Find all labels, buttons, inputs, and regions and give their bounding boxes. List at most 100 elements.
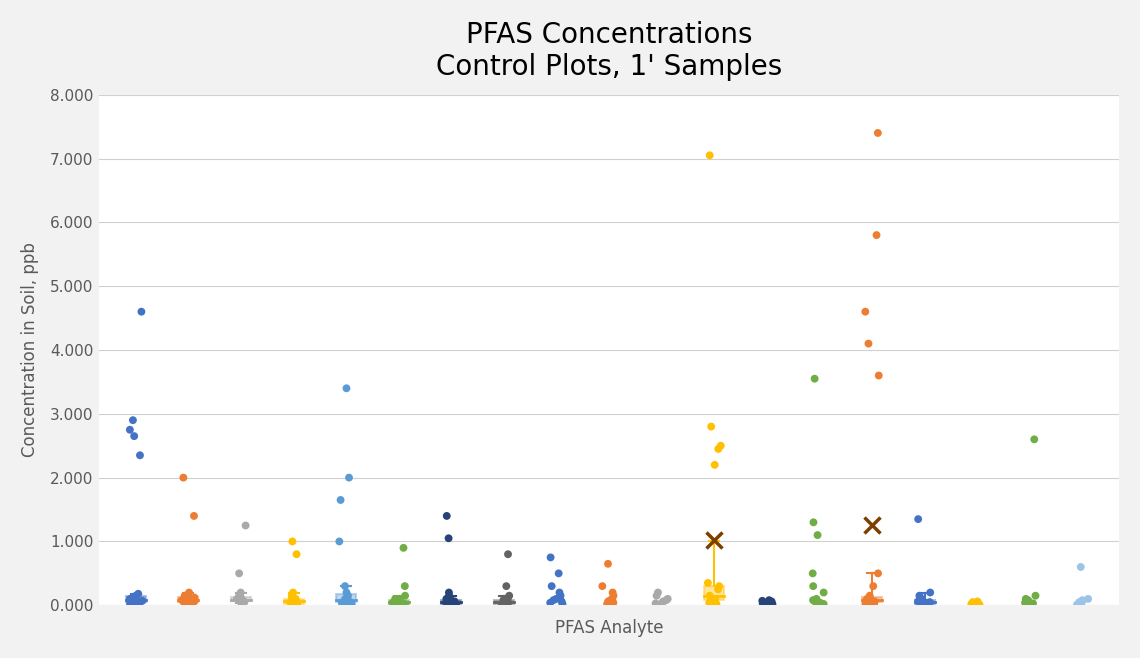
Point xyxy=(343,599,361,609)
Point xyxy=(133,595,152,606)
Point xyxy=(911,590,929,601)
Bar xyxy=(336,594,356,602)
Point xyxy=(392,599,410,610)
Point xyxy=(701,150,719,161)
Point xyxy=(1080,594,1098,604)
Point xyxy=(383,597,401,608)
Bar xyxy=(125,595,146,602)
Point xyxy=(230,590,249,601)
Point xyxy=(392,598,410,609)
Point xyxy=(808,530,826,540)
Point xyxy=(804,568,822,578)
Point xyxy=(917,597,935,608)
Point xyxy=(653,597,671,608)
Point xyxy=(283,590,301,601)
Point xyxy=(233,598,251,609)
Point xyxy=(179,597,197,608)
Point xyxy=(1073,597,1091,608)
Point xyxy=(806,374,824,384)
Point xyxy=(176,590,194,601)
Point xyxy=(865,596,884,607)
Point xyxy=(648,590,666,601)
Bar xyxy=(284,599,303,604)
Point xyxy=(333,597,351,608)
Point xyxy=(804,595,822,605)
Point xyxy=(601,595,619,605)
Point xyxy=(185,596,203,607)
Point xyxy=(754,595,772,606)
Point xyxy=(542,597,560,608)
Point xyxy=(1024,598,1042,609)
Point xyxy=(230,568,249,578)
Point xyxy=(763,596,781,607)
X-axis label: PFAS Analyte: PFAS Analyte xyxy=(555,619,663,637)
Point xyxy=(497,581,515,592)
Point xyxy=(706,459,724,470)
Point xyxy=(332,495,350,505)
Point xyxy=(498,598,516,609)
Point xyxy=(284,587,302,597)
Point xyxy=(340,472,358,483)
Point xyxy=(804,581,822,592)
Point xyxy=(391,595,409,605)
Point xyxy=(856,307,874,317)
Bar xyxy=(389,599,409,604)
Point xyxy=(1017,594,1035,604)
Point xyxy=(185,511,203,521)
Point xyxy=(754,598,772,609)
Point xyxy=(132,307,150,317)
Point xyxy=(123,592,141,603)
Point xyxy=(339,590,357,601)
Point xyxy=(438,594,456,604)
Point xyxy=(921,587,939,597)
Point xyxy=(287,549,306,559)
Point xyxy=(711,440,730,451)
Point xyxy=(386,594,405,604)
Point xyxy=(603,587,621,597)
Point xyxy=(806,596,824,607)
Bar xyxy=(178,597,198,602)
Point xyxy=(394,543,413,553)
Point xyxy=(499,597,518,608)
Point xyxy=(858,594,877,604)
Point xyxy=(862,595,880,605)
Point xyxy=(551,587,569,597)
Point xyxy=(553,596,571,607)
Point xyxy=(543,581,561,592)
Point xyxy=(920,598,938,609)
Point xyxy=(1069,598,1088,609)
Point xyxy=(131,450,149,461)
Point xyxy=(869,128,887,138)
Point xyxy=(234,595,252,606)
Point xyxy=(552,590,570,601)
Point xyxy=(811,597,829,608)
Point xyxy=(909,596,927,607)
Point xyxy=(231,587,250,597)
Point xyxy=(760,597,779,607)
Point xyxy=(173,595,192,605)
Point xyxy=(654,596,673,607)
Point xyxy=(128,595,146,605)
Title: PFAS Concentrations
Control Plots, 1' Samples: PFAS Concentrations Control Plots, 1' Sa… xyxy=(435,21,782,81)
Point xyxy=(121,424,139,435)
Point xyxy=(130,597,148,608)
Point xyxy=(288,599,307,610)
Point xyxy=(1021,599,1040,610)
Point xyxy=(700,597,718,608)
Point xyxy=(963,597,982,607)
Point xyxy=(863,597,881,608)
Point xyxy=(604,590,622,601)
Point xyxy=(440,590,458,601)
Point xyxy=(547,594,565,604)
Point xyxy=(544,595,562,605)
Point xyxy=(763,599,781,610)
Point xyxy=(1072,562,1090,572)
Point xyxy=(282,597,300,608)
Point xyxy=(1019,596,1037,607)
Point xyxy=(283,536,301,547)
Point xyxy=(699,578,717,588)
Point xyxy=(447,599,465,609)
Point xyxy=(701,596,719,607)
Point xyxy=(125,597,144,607)
Point xyxy=(598,596,617,607)
